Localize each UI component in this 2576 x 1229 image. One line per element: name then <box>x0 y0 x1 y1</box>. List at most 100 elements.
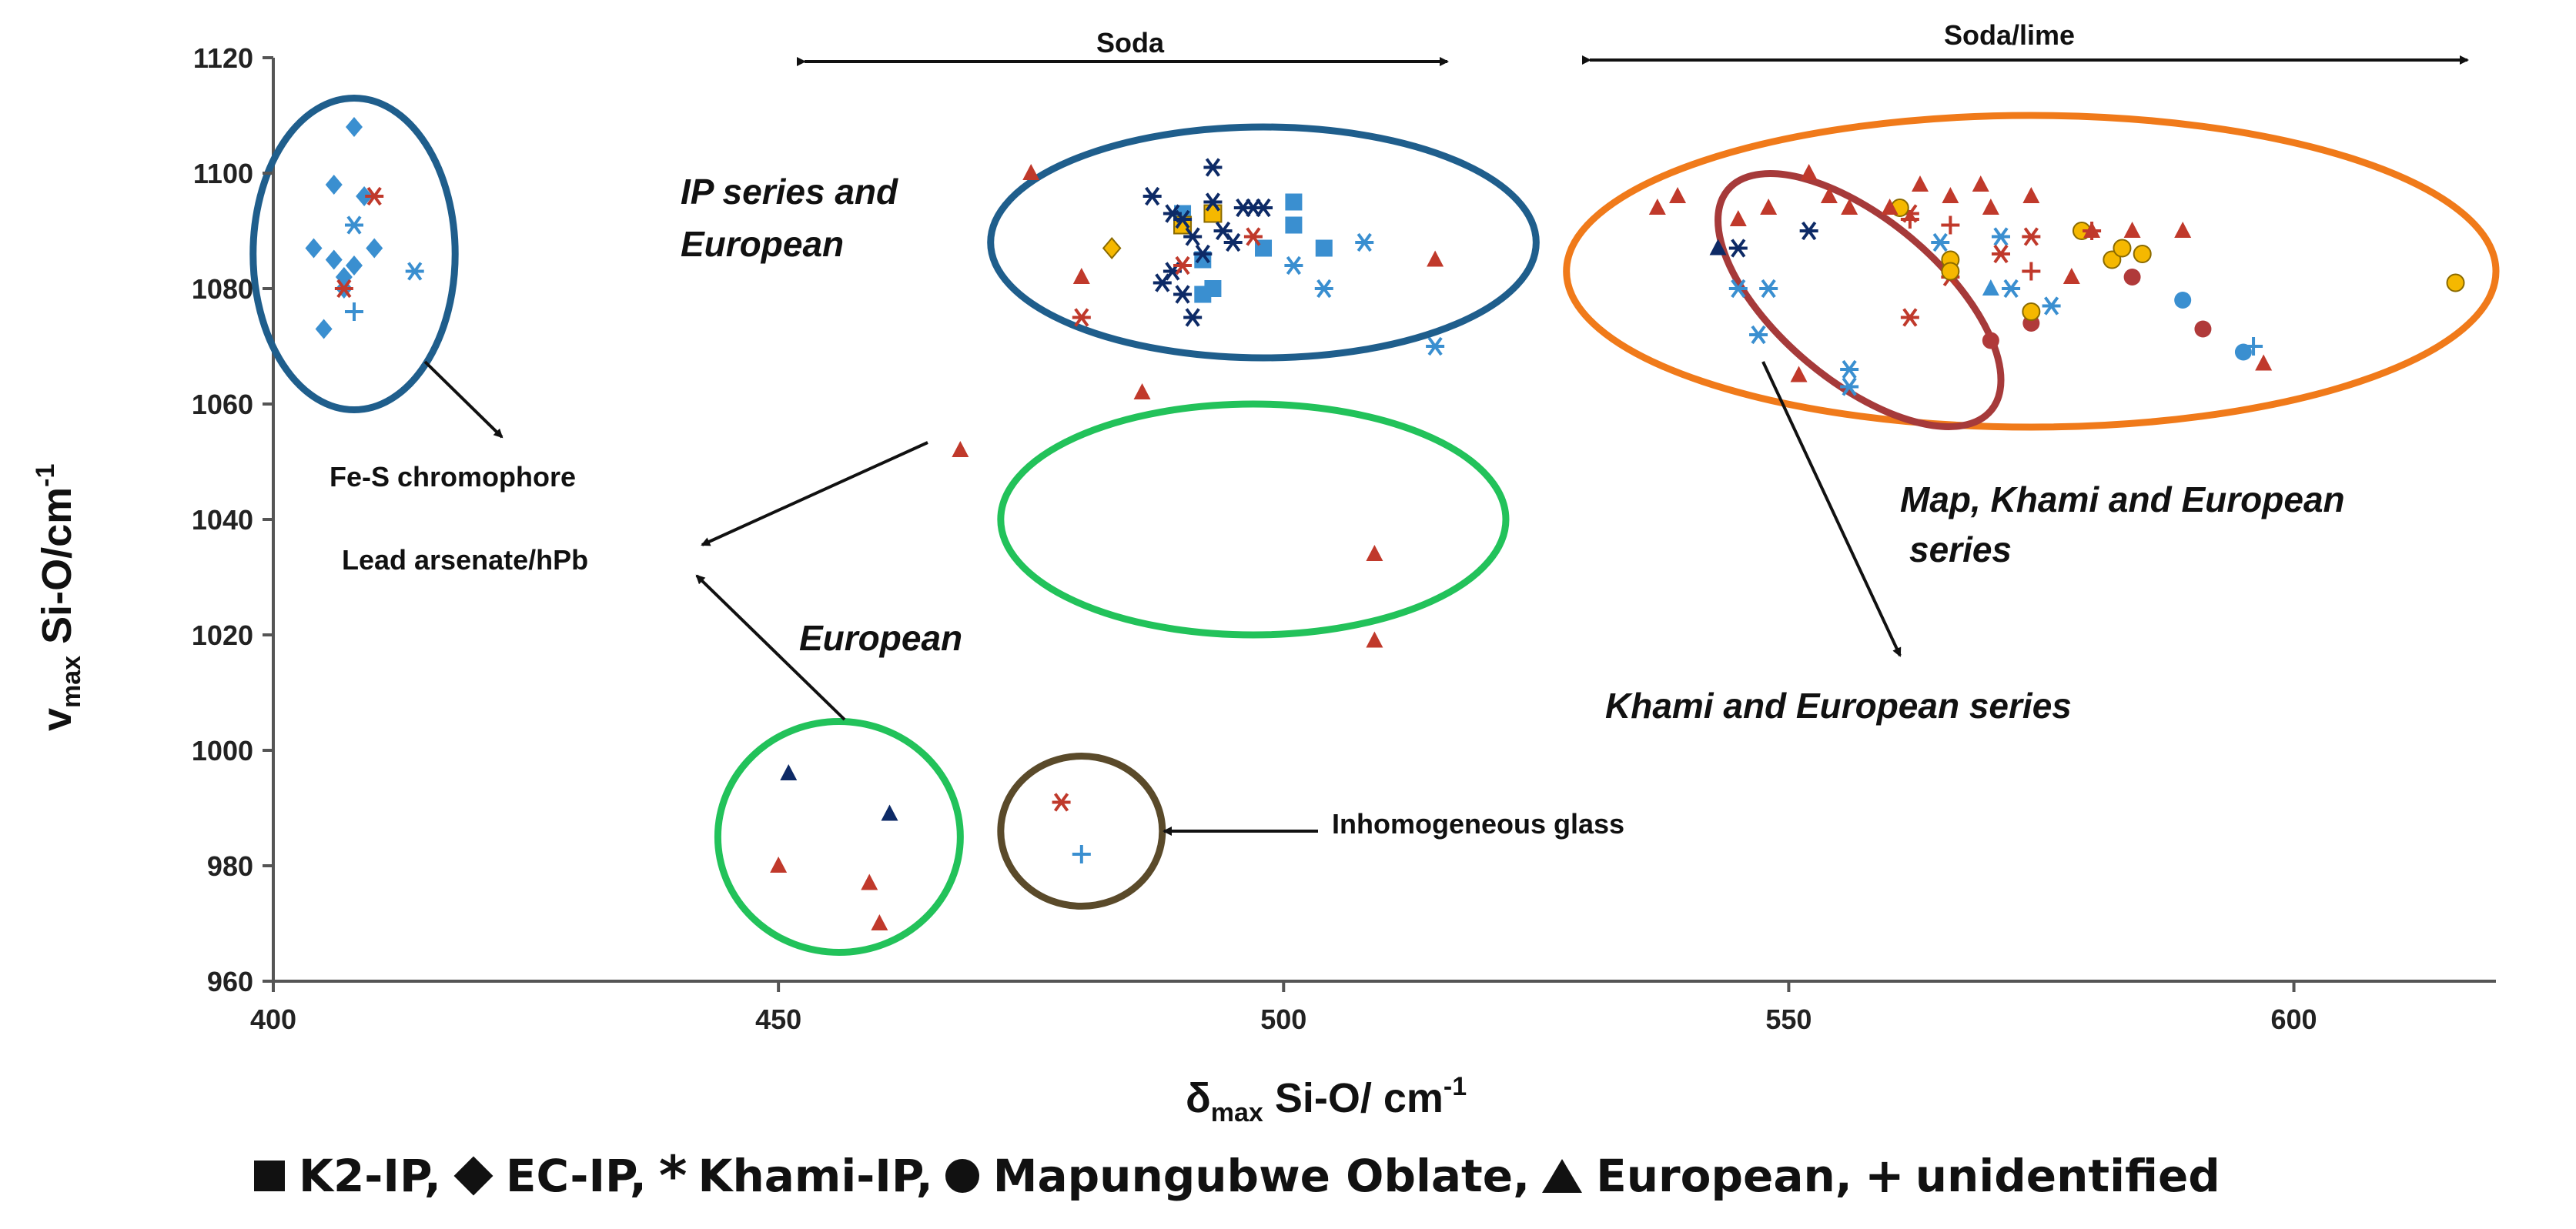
x-tick-label: 550 <box>1765 1004 1812 1035</box>
asterisk-point <box>1173 255 1193 276</box>
diamond-point <box>1102 236 1122 260</box>
khami-european-ellipse <box>1715 170 2005 430</box>
x-tick-label: 500 <box>1260 1004 1306 1035</box>
diamond-point <box>325 175 343 195</box>
map-khami-european-ellipse <box>1563 112 2500 431</box>
triangle-point <box>1669 187 1687 203</box>
asterisk-point <box>1173 209 1193 229</box>
asterisk-point <box>1728 279 1748 299</box>
triangle-point <box>770 857 788 873</box>
asterisk-point <box>1052 793 1071 812</box>
asterisk-point <box>2042 296 2061 316</box>
triangle-point <box>1366 631 1383 648</box>
circle-point <box>2446 273 2465 292</box>
asterisk-point <box>2022 227 2041 246</box>
legend-label: EC-IP, <box>505 1150 647 1202</box>
legend-item-ec-ip: EC-IP, <box>453 1150 659 1202</box>
map-khami-label-line1: Map, Khami and European <box>1900 479 2345 519</box>
ip-series-label-line1: IP series and <box>681 172 898 212</box>
asterisk-point <box>1183 227 1203 246</box>
asterisk-point <box>344 215 363 235</box>
circle-point <box>2022 302 2041 321</box>
diamond-point <box>345 255 363 276</box>
triangle-point <box>1982 199 1999 215</box>
circle-point <box>2113 239 2132 258</box>
square-point <box>1285 216 1303 234</box>
y-tick-label: 1080 <box>192 273 253 305</box>
asterisk-point <box>1314 279 1333 299</box>
circle-marker-icon <box>945 1159 979 1193</box>
asterisk-point <box>365 186 384 206</box>
asterisk-point <box>1840 377 1859 396</box>
legend-item-european: European, <box>1542 1150 1865 1202</box>
triangle-point <box>2022 187 2040 203</box>
asterisk-point <box>1284 255 1303 276</box>
triangle-point <box>2123 222 2141 238</box>
european-label: European <box>799 618 962 658</box>
lead-ellipse-pointer-arrow <box>695 574 846 721</box>
triangle-point <box>780 764 798 780</box>
khami-european-label: Khami and European series <box>1605 686 2072 726</box>
plus-point <box>1072 845 1091 863</box>
lead-arsenate-ellipse <box>714 718 964 956</box>
inhomogeneous-ellipse <box>997 753 1166 910</box>
asterisk-marker-icon: * <box>658 1144 687 1207</box>
plus-point <box>1941 215 1960 235</box>
triangle-point <box>1760 199 1778 215</box>
asterisk-point <box>1243 227 1263 246</box>
x-tick-label: 450 <box>755 1004 801 1035</box>
x-tick-label: 600 <box>2271 1004 2317 1035</box>
triangle-point <box>1982 279 1999 296</box>
european-to-lead-arrow <box>701 441 928 546</box>
triangle-point <box>2255 354 2273 371</box>
triangle-point <box>881 804 898 821</box>
triangle-marker-icon <box>1542 1159 1583 1193</box>
diamond-point <box>325 249 343 270</box>
khami-european-pointer-arrow <box>1761 361 1902 657</box>
legend-label: Khami-IP, <box>698 1150 933 1202</box>
circle-point <box>1941 262 1960 281</box>
triangle-point <box>1072 268 1090 284</box>
legend-item-k2-ip: K2-IP, <box>254 1150 453 1202</box>
square-point <box>1204 280 1222 297</box>
triangle-point <box>1366 545 1383 561</box>
asterisk-point <box>1223 232 1243 252</box>
diamond-point <box>305 238 323 259</box>
triangle-point <box>1942 187 1959 203</box>
asterisk-point <box>1072 308 1091 327</box>
legend-label: Mapungubwe Oblate, <box>992 1150 1531 1202</box>
asterisk-point <box>1173 285 1193 304</box>
x-tick-label: 400 <box>250 1004 296 1035</box>
fe-s-label: Fe-S chromophore <box>330 461 576 493</box>
triangle-point <box>1709 239 1727 255</box>
legend-item-mapungubwe-oblate: Mapungubwe Oblate, <box>945 1150 1542 1202</box>
european-ellipse <box>997 400 1510 639</box>
y-axis-title: vmax Si-O/cm-1 <box>31 464 86 731</box>
asterisk-point <box>1991 244 2010 264</box>
triangle-point <box>1820 187 1838 203</box>
asterisk-point <box>1203 158 1223 177</box>
asterisk-point <box>1749 325 1768 345</box>
group-ellipses <box>249 95 2500 956</box>
ip-series-label-line2: European <box>681 224 844 264</box>
y-tick-label: 1100 <box>193 158 253 189</box>
square-marker-icon <box>254 1161 285 1191</box>
triangle-point <box>2174 222 2192 238</box>
triangle-point <box>871 914 888 930</box>
circle-point <box>2123 269 2141 286</box>
asterisk-point <box>1991 227 2010 246</box>
triangle-point <box>1648 199 1666 215</box>
x-axis-title: δmax Si-O/ cm-1 <box>1186 1072 1467 1127</box>
asterisk-point <box>1759 279 1778 299</box>
asterisk-point <box>1931 232 1950 252</box>
soda-label: Soda <box>1096 27 1165 58</box>
triangle-point <box>1790 366 1808 382</box>
soda-lime-label: Soda/lime <box>1944 19 2075 51</box>
asterisk-point <box>1799 221 1818 241</box>
legend-item-unidentified: + unidentified <box>1865 1150 2220 1202</box>
plus-point <box>2244 337 2263 356</box>
y-tick-label: 980 <box>207 850 253 882</box>
square-point <box>1285 193 1303 211</box>
square-point <box>1315 239 1333 257</box>
y-tick-label: 1060 <box>192 389 253 420</box>
